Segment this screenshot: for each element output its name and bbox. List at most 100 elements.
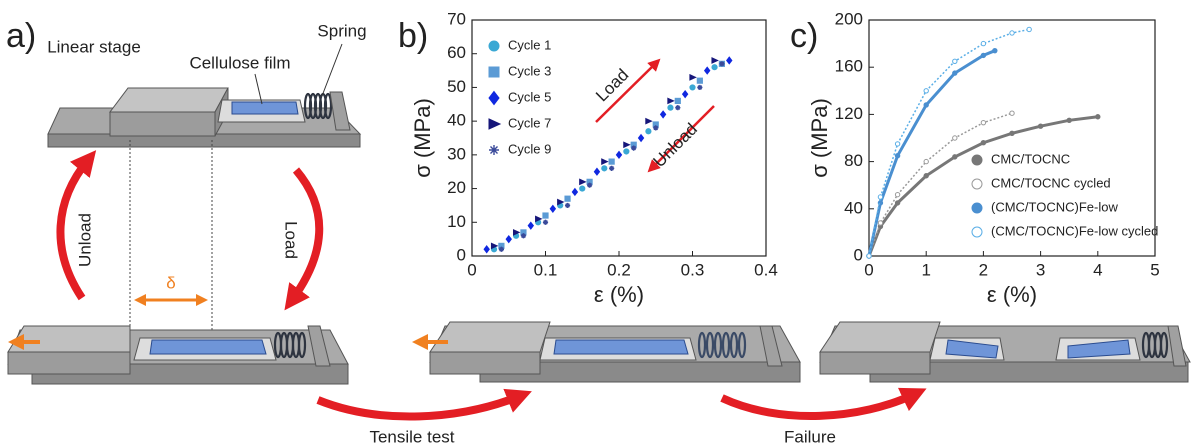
y-tick-label: 80: [844, 151, 863, 170]
annotation: Load: [592, 65, 632, 105]
point: [645, 117, 653, 125]
label: Linear stage: [47, 37, 141, 56]
setup-bottom: [7, 325, 349, 385]
label: Failure: [784, 427, 836, 446]
x-tick-label: 3: [1036, 260, 1045, 279]
label: Tensile test: [369, 427, 454, 446]
y-tick-label: 20: [447, 178, 466, 197]
point: [520, 233, 527, 239]
point: [689, 84, 696, 91]
point: [601, 165, 608, 172]
point: [505, 234, 512, 244]
point: [719, 61, 725, 67]
point: [542, 219, 549, 225]
point: [711, 57, 719, 64]
y-tick-label: 0: [457, 245, 466, 264]
point: [923, 88, 929, 94]
label: δ: [166, 273, 175, 292]
point: [527, 221, 535, 230]
point: [564, 195, 571, 202]
point: [980, 52, 987, 59]
legend-marker: [971, 154, 983, 166]
point: [564, 202, 571, 209]
legend-label: CMC/TOCNC cycled: [991, 175, 1111, 190]
point: [601, 158, 609, 165]
point: [579, 185, 586, 192]
series-line: [868, 28, 1030, 257]
annotation-arrow: [647, 105, 715, 173]
legend-label: Cycle 1: [508, 37, 551, 52]
point: [923, 102, 929, 108]
point: [992, 47, 998, 54]
legend-label: Cycle 5: [508, 89, 551, 104]
legend-label: CMC/TOCNC: [991, 151, 1070, 166]
point: [952, 70, 958, 76]
arrow: [316, 388, 532, 421]
x-tick-label: 0.3: [681, 260, 705, 279]
legend-label: (CMC/TOCNC)Fe-low cycled: [991, 223, 1158, 238]
legend-marker: [971, 202, 983, 214]
arrow: [56, 150, 97, 301]
point: [631, 145, 637, 151]
point: [923, 158, 929, 165]
x-tick-label: 2: [979, 260, 988, 279]
y-tick-label: 10: [447, 212, 466, 231]
point: [1066, 117, 1072, 124]
setup-top: [47, 87, 362, 148]
point: [696, 77, 703, 84]
x-tick-label: 1: [921, 260, 930, 279]
arrow: [284, 167, 324, 311]
chart: c) 0 1 2 3 4 5 0 40 80 120 160 200 ε (%) σ (MPa) CMC/TO…: [790, 9, 1160, 306]
point: [689, 73, 697, 81]
point: [653, 125, 659, 131]
legend-label: Cycle 9: [508, 141, 551, 156]
legend-marker: [971, 226, 983, 238]
x-axis-label: ε (%): [987, 282, 1037, 307]
point: [542, 212, 549, 219]
point: [579, 178, 587, 186]
point: [980, 140, 987, 146]
pointer: [254, 73, 263, 105]
x-tick-label: 0: [467, 260, 476, 279]
point: [667, 104, 674, 111]
point: [623, 148, 630, 155]
legend-label: Cycle 3: [508, 63, 551, 78]
setup-failure: [819, 321, 1191, 383]
point: [587, 182, 593, 188]
point: [1009, 110, 1015, 116]
y-tick-label: 60: [447, 43, 466, 62]
x-tick-label: 5: [1150, 260, 1159, 279]
legend-marker: [488, 118, 502, 130]
point: [637, 133, 645, 143]
annotation-arrow: [595, 58, 661, 123]
point: [623, 141, 631, 149]
point: [894, 191, 901, 198]
point: [894, 153, 901, 159]
y-axis-label: σ (MPa): [807, 98, 832, 178]
point: [681, 89, 689, 99]
legend-marker: [971, 178, 983, 190]
point: [513, 229, 521, 236]
point: [894, 141, 901, 147]
legend-marker: [488, 90, 500, 106]
y-tick-label: 160: [835, 57, 863, 76]
point: [675, 105, 681, 111]
legend-marker: [488, 66, 500, 78]
point: [703, 66, 711, 75]
label: Load: [282, 221, 301, 259]
legend-marker: [488, 40, 500, 52]
legend-label: (CMC/TOCNC)Fe-low: [991, 199, 1118, 214]
x-axis-label: ε (%): [594, 282, 644, 307]
label: Unload: [75, 213, 94, 267]
point: [667, 97, 675, 105]
point: [1037, 123, 1044, 129]
pointer: [321, 43, 343, 97]
point: [490, 242, 499, 250]
panel-label: c): [790, 17, 818, 55]
point: [952, 58, 958, 64]
point: [877, 220, 884, 226]
y-tick-label: 200: [835, 9, 863, 28]
point: [557, 198, 565, 206]
series-line: [867, 49, 996, 257]
